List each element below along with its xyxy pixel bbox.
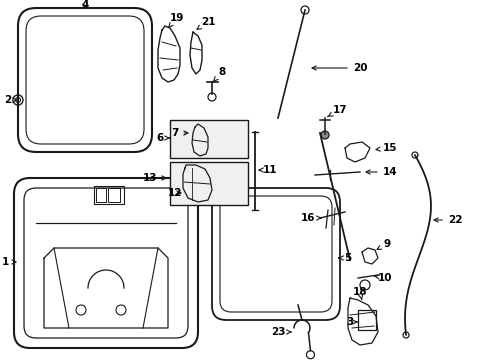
Text: 4: 4 (81, 0, 88, 10)
Text: 16: 16 (300, 213, 321, 223)
Bar (357, 310, 375, 330)
Text: 1: 1 (1, 257, 16, 267)
Text: 19: 19 (168, 13, 184, 28)
Text: 11: 11 (259, 165, 277, 175)
Text: 21: 21 (197, 17, 215, 29)
Bar (108, 188, 120, 202)
Text: 13: 13 (142, 173, 165, 183)
Text: 10: 10 (374, 273, 391, 283)
Text: 23: 23 (270, 327, 290, 337)
Text: 15: 15 (375, 143, 396, 153)
Bar (94, 186, 124, 204)
Text: 3: 3 (346, 317, 356, 327)
Bar (170, 162, 247, 205)
Text: 12: 12 (167, 188, 182, 198)
Text: 14: 14 (365, 167, 397, 177)
Text: 22: 22 (433, 215, 461, 225)
Bar (96, 188, 106, 202)
Circle shape (320, 131, 328, 139)
Text: 6: 6 (156, 133, 169, 143)
Text: 17: 17 (327, 105, 346, 117)
Text: 2: 2 (4, 95, 17, 105)
Bar (170, 120, 247, 158)
Text: 8: 8 (213, 67, 225, 81)
Text: 18: 18 (352, 287, 366, 300)
Text: 9: 9 (376, 239, 390, 249)
Text: 7: 7 (171, 128, 187, 138)
Text: 5: 5 (338, 253, 351, 263)
Text: 20: 20 (311, 63, 366, 73)
